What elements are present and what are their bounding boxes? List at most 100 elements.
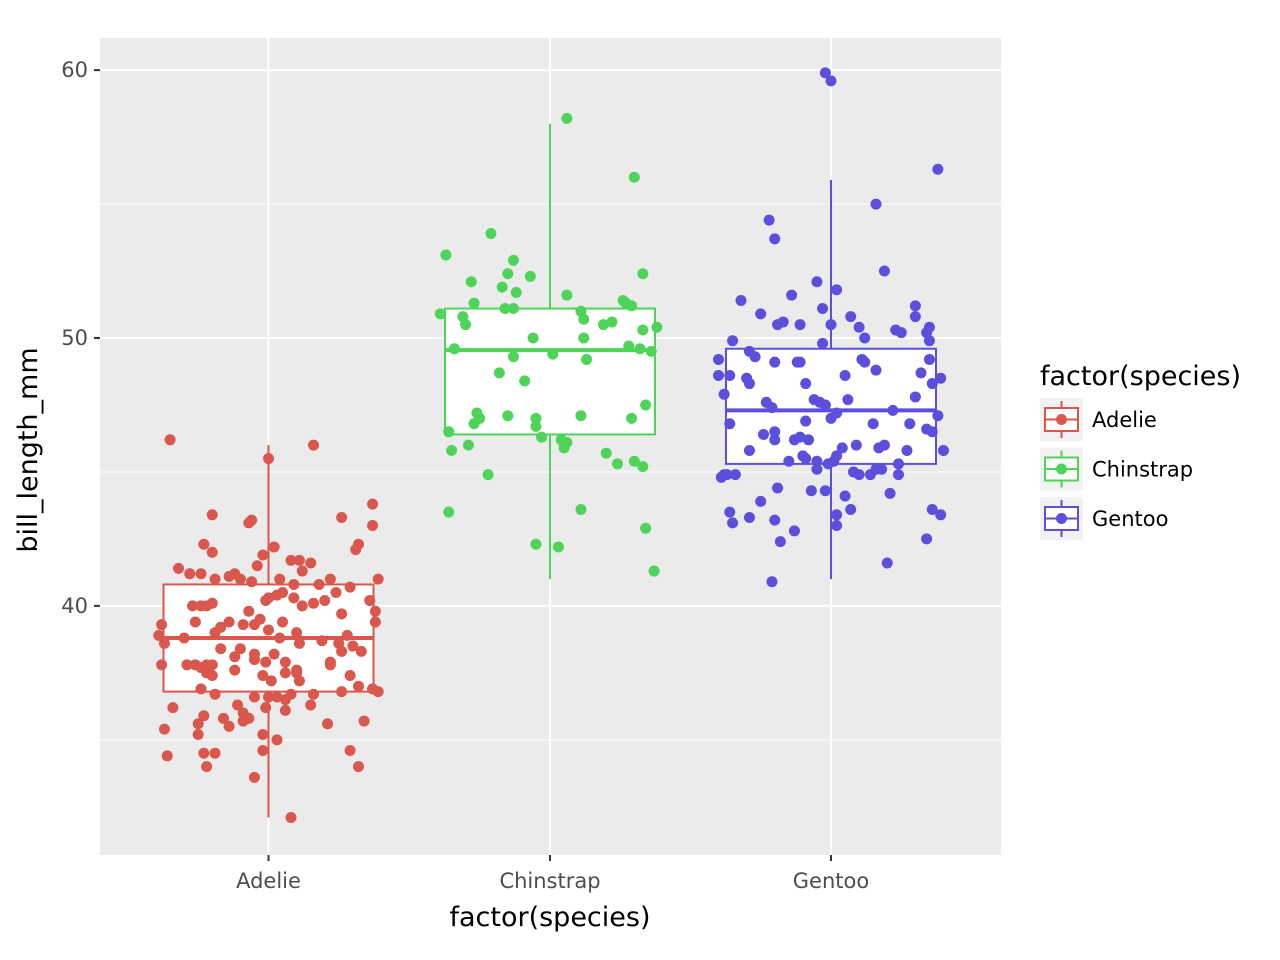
data-point [198, 538, 210, 550]
data-point [921, 533, 933, 545]
data-point [277, 586, 289, 598]
data-point [811, 276, 823, 288]
data-point [735, 295, 747, 307]
data-point [867, 418, 879, 430]
data-point [167, 702, 179, 714]
legend-title: factor(species) [1040, 361, 1241, 392]
data-point [575, 503, 587, 515]
data-point [727, 335, 739, 347]
data-point [772, 319, 784, 331]
data-point [648, 565, 660, 577]
data-point [839, 490, 851, 502]
data-point [153, 629, 165, 641]
x-tick-label: Chinstrap [499, 869, 600, 893]
data-point [935, 509, 947, 521]
data-point [713, 353, 724, 365]
data-point [237, 715, 249, 727]
data-point [909, 300, 921, 312]
data-point [561, 289, 573, 301]
data-point [530, 538, 542, 550]
data-point [870, 198, 882, 210]
data-point [344, 745, 356, 757]
data-point [935, 372, 947, 384]
data-point [369, 605, 381, 617]
data-point [462, 439, 474, 451]
data-point [926, 378, 938, 390]
legend: factor(species) Adelie Chinstrap Gentoo [1040, 361, 1241, 540]
data-point [364, 595, 376, 607]
data-point [502, 268, 514, 280]
data-point [468, 418, 480, 430]
data-point [279, 656, 291, 668]
data-point [825, 412, 837, 424]
data-point [496, 281, 508, 293]
data-point [507, 351, 519, 363]
data-point [800, 378, 812, 390]
data-point [853, 321, 865, 333]
data-point [819, 67, 831, 79]
jitter-points [153, 67, 949, 823]
data-point [578, 332, 590, 344]
data-point [758, 428, 769, 440]
legend-key-point [1056, 414, 1067, 425]
data-point [845, 503, 857, 515]
data-point [890, 324, 902, 336]
data-point [904, 418, 916, 430]
data-point [932, 410, 944, 422]
data-point [268, 648, 280, 660]
data-point [536, 431, 548, 443]
data-point [597, 319, 609, 331]
data-point [192, 718, 204, 730]
data-point [811, 463, 823, 475]
data-point [819, 399, 831, 411]
data-point [265, 675, 277, 687]
data-point [260, 702, 272, 714]
data-point [201, 600, 213, 612]
data-point [198, 661, 210, 673]
data-point [817, 303, 829, 315]
data-point [277, 616, 289, 628]
data-point [189, 616, 201, 628]
data-point [229, 651, 241, 663]
data-point [729, 469, 741, 481]
data-point [330, 586, 342, 598]
data-point [336, 511, 348, 523]
data-point [836, 442, 848, 454]
data-point [822, 458, 834, 470]
data-point [637, 324, 649, 336]
data-point [640, 399, 652, 411]
data-point [260, 656, 272, 668]
data-point [727, 517, 739, 529]
data-point [499, 303, 511, 315]
data-point [819, 485, 831, 497]
data-point [215, 643, 227, 655]
data-point [367, 520, 379, 532]
data-point [825, 75, 837, 87]
data-point [769, 356, 781, 368]
data-point [448, 343, 460, 355]
data-point [749, 351, 761, 363]
data-point [271, 734, 283, 746]
data-point [358, 715, 370, 727]
data-point [372, 573, 384, 585]
data-point [206, 509, 218, 521]
data-point [755, 495, 767, 507]
data-point [628, 455, 640, 467]
data-point [243, 517, 255, 529]
data-point [743, 445, 755, 457]
data-point [772, 482, 784, 494]
data-point [257, 549, 269, 561]
x-tick-label: Gentoo [793, 869, 869, 893]
data-point [482, 469, 494, 481]
data-point [234, 573, 246, 585]
data-point [293, 675, 305, 687]
data-point [274, 573, 286, 585]
data-point [336, 686, 348, 698]
data-point [296, 565, 308, 577]
data-point [651, 321, 663, 333]
data-point [766, 576, 778, 588]
data-point [524, 270, 536, 282]
data-point [344, 581, 356, 593]
data-point [811, 455, 823, 467]
data-point [831, 520, 843, 532]
